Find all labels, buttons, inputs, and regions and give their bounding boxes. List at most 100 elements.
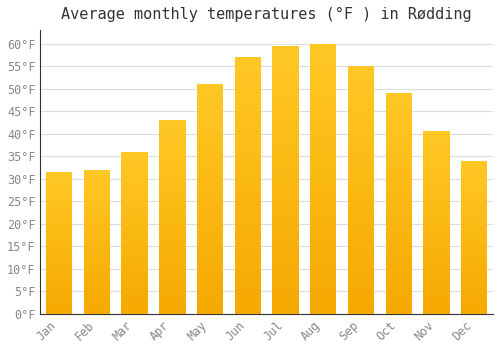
Bar: [197, 130, 224, 132]
Bar: [461, 286, 487, 288]
Bar: [424, 139, 450, 141]
Bar: [46, 297, 72, 298]
Bar: [84, 184, 110, 186]
Bar: [159, 271, 186, 273]
Bar: [84, 253, 110, 255]
Bar: [234, 303, 261, 306]
Bar: [310, 125, 336, 127]
Bar: [272, 204, 299, 206]
Bar: [197, 210, 224, 213]
Bar: [348, 227, 374, 230]
Bar: [234, 124, 261, 126]
Bar: [386, 133, 412, 135]
Bar: [122, 244, 148, 246]
Bar: [197, 238, 224, 240]
Bar: [84, 264, 110, 265]
Bar: [424, 188, 450, 190]
Bar: [272, 86, 299, 89]
Bar: [461, 179, 487, 181]
Bar: [272, 236, 299, 239]
Bar: [159, 205, 186, 207]
Bar: [122, 174, 148, 176]
Bar: [84, 309, 110, 311]
Bar: [348, 215, 374, 217]
Bar: [122, 256, 148, 257]
Bar: [424, 194, 450, 195]
Bar: [197, 286, 224, 289]
Bar: [386, 267, 412, 270]
Bar: [424, 175, 450, 177]
Bar: [46, 183, 72, 185]
Bar: [122, 186, 148, 187]
Bar: [159, 165, 186, 167]
Bar: [272, 153, 299, 156]
Bar: [386, 234, 412, 237]
Bar: [461, 161, 487, 162]
Bar: [424, 296, 450, 298]
Bar: [310, 217, 336, 219]
Bar: [424, 272, 450, 274]
Bar: [46, 261, 72, 263]
Bar: [159, 128, 186, 130]
Bar: [424, 279, 450, 281]
Bar: [386, 203, 412, 206]
Bar: [159, 232, 186, 234]
Bar: [461, 199, 487, 201]
Bar: [424, 166, 450, 168]
Bar: [159, 215, 186, 217]
Bar: [424, 182, 450, 184]
Bar: [424, 252, 450, 254]
Bar: [461, 271, 487, 273]
Bar: [197, 89, 224, 91]
Bar: [424, 132, 450, 133]
Bar: [159, 302, 186, 304]
Bar: [122, 191, 148, 192]
Bar: [122, 223, 148, 225]
Bar: [84, 232, 110, 233]
Bar: [461, 291, 487, 293]
Bar: [159, 198, 186, 199]
Bar: [424, 275, 450, 278]
Bar: [272, 298, 299, 301]
Bar: [197, 135, 224, 137]
Bar: [424, 245, 450, 246]
Bar: [46, 209, 72, 210]
Bar: [197, 275, 224, 277]
Bar: [234, 160, 261, 162]
Bar: [461, 205, 487, 206]
Bar: [84, 273, 110, 275]
Bar: [310, 287, 336, 289]
Bar: [272, 215, 299, 217]
Bar: [197, 252, 224, 254]
Bar: [386, 144, 412, 146]
Bar: [122, 265, 148, 267]
Bar: [310, 176, 336, 179]
Bar: [272, 156, 299, 159]
Bar: [159, 207, 186, 209]
Bar: [461, 245, 487, 246]
Bar: [84, 226, 110, 228]
Bar: [46, 186, 72, 188]
Bar: [461, 173, 487, 175]
Bar: [46, 185, 72, 186]
Bar: [159, 310, 186, 312]
Bar: [310, 233, 336, 236]
Bar: [197, 215, 224, 217]
Bar: [348, 165, 374, 168]
Bar: [159, 184, 186, 186]
Bar: [461, 256, 487, 257]
Bar: [84, 196, 110, 197]
Bar: [122, 215, 148, 217]
Bar: [424, 274, 450, 275]
Bar: [272, 124, 299, 126]
Bar: [424, 221, 450, 223]
Bar: [84, 222, 110, 223]
Bar: [386, 221, 412, 223]
Bar: [310, 141, 336, 144]
Bar: [348, 96, 374, 98]
Bar: [424, 144, 450, 146]
Bar: [461, 270, 487, 271]
Bar: [234, 288, 261, 291]
Bar: [197, 247, 224, 250]
Bar: [424, 307, 450, 308]
